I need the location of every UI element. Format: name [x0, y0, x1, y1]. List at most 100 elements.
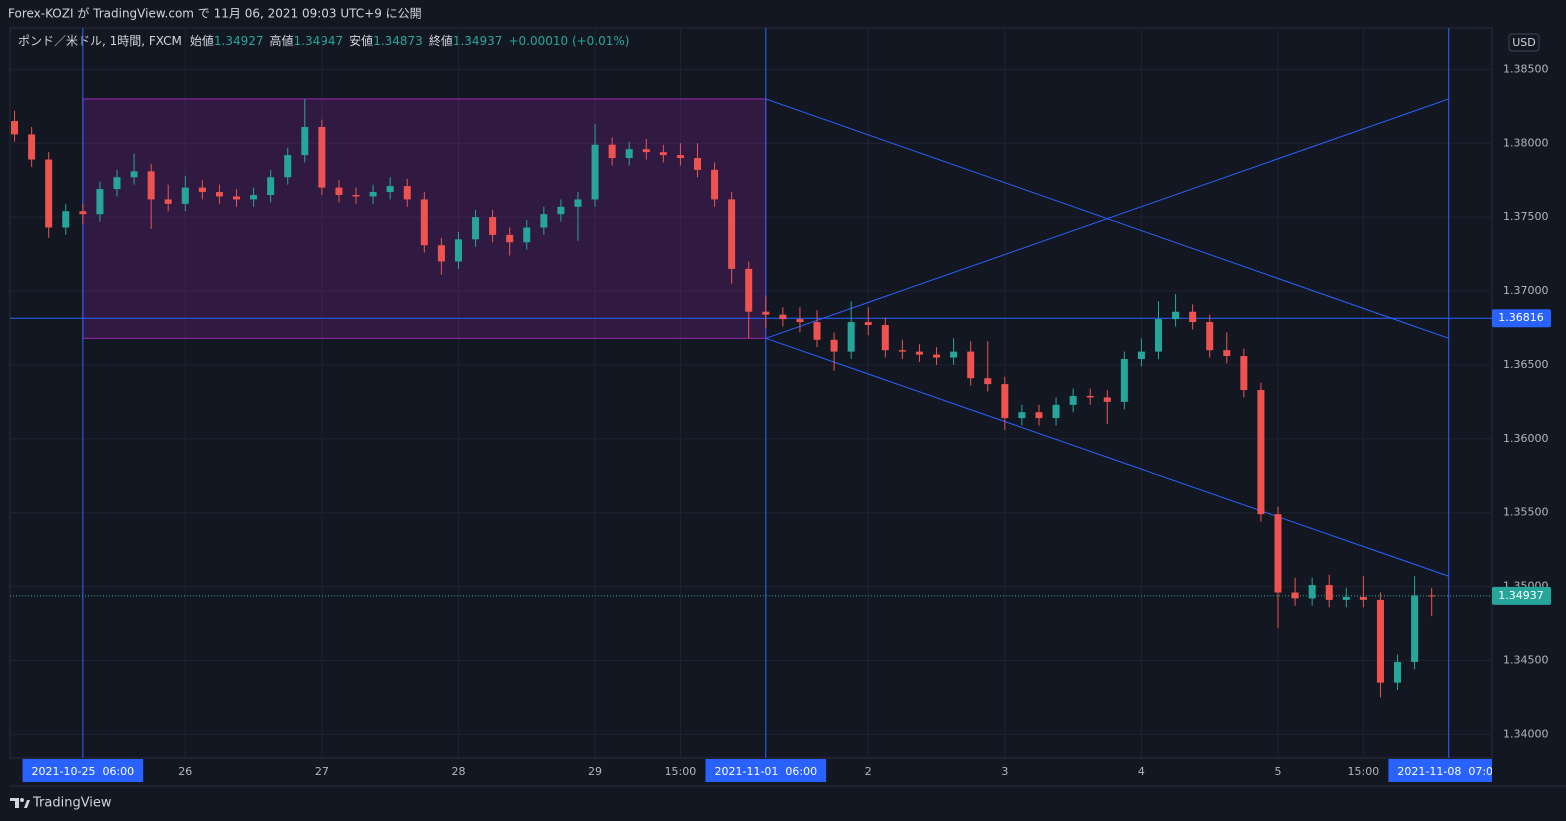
legend-symbol: ポンド／米ドル, 1時間, FXCM	[18, 34, 182, 48]
candle-body	[950, 351, 958, 358]
candle-body	[1018, 412, 1026, 419]
candle-body	[745, 268, 753, 312]
candle-body	[45, 159, 53, 228]
time-label-box	[22, 759, 144, 782]
candle-body	[1069, 395, 1077, 405]
candle-body	[1086, 395, 1094, 398]
x-tick-label: 15:00	[665, 765, 697, 778]
candle-body	[1120, 359, 1128, 402]
candle-body	[591, 144, 599, 200]
time-label-box	[705, 759, 827, 782]
candle-body	[181, 187, 189, 204]
candle-body	[933, 354, 941, 358]
candle-body	[1291, 592, 1299, 599]
legend-label: 高値	[270, 33, 294, 48]
legend-change: +0.00010 (+0.01%)	[508, 34, 629, 48]
candle-body	[403, 186, 411, 200]
candle-body	[11, 121, 19, 135]
candle-body	[540, 214, 548, 228]
logo-mark	[10, 798, 19, 808]
candle-body	[472, 217, 480, 240]
x-tick-label: 27	[315, 765, 329, 778]
candle-body	[676, 155, 684, 159]
y-tick-label: 1.38500	[1503, 62, 1549, 75]
price-label: 1.36816	[1498, 311, 1544, 324]
chart-pane	[9, 27, 1493, 759]
candle-body	[711, 169, 719, 200]
candle-body	[198, 187, 206, 193]
candle-body	[1308, 585, 1316, 599]
logo-slash	[24, 800, 30, 808]
x-tick-label: 5	[1275, 765, 1282, 778]
legend-value: 1.34927	[214, 34, 264, 48]
x-tick-label: 4	[1138, 765, 1145, 778]
candle-body	[881, 325, 889, 351]
candle-body	[830, 339, 838, 352]
y-tick-label: 1.37500	[1503, 210, 1549, 223]
candle-body	[1342, 596, 1350, 600]
candle-body	[728, 199, 736, 269]
y-tick-label: 1.38000	[1503, 136, 1549, 149]
candle-body	[1189, 311, 1197, 323]
trend-line	[765, 337, 1449, 577]
candle-body	[130, 171, 138, 178]
plot-area	[10, 28, 1492, 758]
x-tick-label: 15:00	[1348, 765, 1380, 778]
candle-body	[1172, 311, 1180, 320]
price-label-box	[1492, 309, 1551, 328]
candle-body	[557, 206, 565, 215]
brand-logo	[10, 798, 30, 808]
candle-body	[318, 127, 326, 188]
candle-body	[164, 199, 172, 204]
brand-name: TradingView	[32, 796, 112, 811]
candle-body	[369, 192, 377, 197]
candle-body	[1428, 595, 1436, 597]
x-tick-label: 3	[1001, 765, 1008, 778]
candle-body	[420, 199, 428, 246]
x-tick-label: 26	[178, 765, 192, 778]
candle-body	[28, 134, 36, 160]
candle-body	[1257, 390, 1265, 515]
x-tick-label: 2021-11-08 07:00	[1397, 765, 1500, 778]
candle-body	[523, 227, 531, 243]
candle-body	[79, 211, 87, 215]
legend-value: 1.34873	[373, 34, 423, 48]
candle-body	[489, 217, 497, 235]
candle-body	[62, 211, 70, 228]
candle-body	[864, 322, 872, 326]
legend-value: 1.34947	[294, 34, 344, 48]
x-tick-label: 29	[588, 765, 602, 778]
legend-label: 始値	[190, 33, 214, 48]
candle-body	[608, 144, 616, 159]
candle-body	[215, 192, 223, 197]
y-tick-label: 1.35500	[1503, 506, 1549, 519]
candle-body	[335, 187, 343, 195]
candle-body	[250, 194, 258, 200]
logo-dot	[20, 798, 24, 802]
y-tick-label: 1.34000	[1503, 727, 1549, 740]
trend-line	[765, 98, 1449, 339]
candle-body	[1223, 350, 1231, 357]
candle-body	[1052, 404, 1060, 419]
currency-label[interactable]: USD	[1512, 36, 1536, 49]
candle-body	[1325, 585, 1333, 600]
currency-button[interactable]	[1508, 33, 1540, 52]
x-tick-label: 2021-10-25 06:00	[32, 765, 135, 778]
y-tick-label: 1.36000	[1503, 432, 1549, 445]
candle-body	[1394, 661, 1402, 683]
candle-body	[813, 322, 821, 340]
candle-body	[454, 239, 462, 262]
candle-body	[898, 350, 906, 352]
legend: ポンド／米ドル, 1時間, FXCM 始値1.34927 高値1.34947 安値1.…	[18, 33, 629, 48]
candle-body	[506, 234, 514, 243]
price-label: 1.34937	[1498, 589, 1544, 602]
candle-body	[625, 149, 633, 159]
candle-body	[1001, 384, 1009, 419]
candle-body	[267, 177, 275, 195]
candle-body	[847, 322, 855, 352]
candle-body	[147, 171, 155, 200]
time-label-box	[1388, 759, 1492, 782]
candle-body	[284, 155, 292, 178]
